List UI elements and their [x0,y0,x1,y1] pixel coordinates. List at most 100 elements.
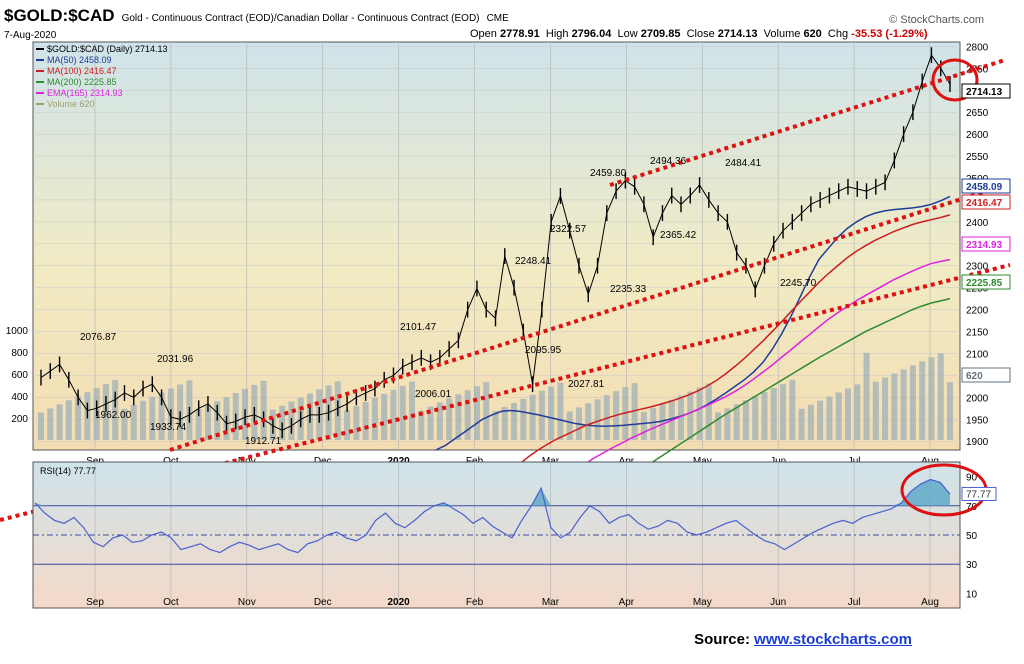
price-tag-box [961,274,1011,290]
price-annotation: 2365.42 [660,230,697,241]
high-value: 2796.04 [571,28,612,40]
rsi-x-tick-label: Jul [848,597,861,608]
price-tag-box [961,178,1011,194]
price-annotation: 2095.95 [525,345,562,356]
chart-date: 7-Aug-2020 [4,30,57,41]
volume-bar [399,385,406,440]
volume-bar [947,382,953,440]
volume-value: 620 [803,28,822,40]
rsi-x-tick-label: 2020 [388,597,411,608]
volume-bar [780,383,787,440]
volume-bar [882,377,889,440]
brand-label[interactable]: © StockCharts.com [889,14,984,26]
chart-header: $GOLD:$CAD Gold - Continuous Contract (E… [4,6,509,26]
price-annotation: 2245.70 [780,278,817,289]
volume-bar [511,402,518,440]
volume-bar [640,411,647,440]
price-annotation: 2006.01 [415,389,452,400]
volume-bar [761,392,768,440]
y-tick-label: 1900 [966,437,989,448]
main-plot: SepOctNovDec2020FebMarAprMayJunJulAug190… [0,41,1011,530]
volume-bar [130,404,137,440]
volume-bar [696,387,703,440]
volume-bar [844,388,851,440]
volume-bar [826,396,833,440]
volume-tick-label: 800 [11,348,28,359]
price-annotation: 2484.41 [725,158,762,169]
volume-bar [140,400,147,440]
y-tick-label: 2200 [966,306,989,317]
trendline-lower [0,263,1011,522]
volume-bar [919,361,926,440]
price-tag-box [961,367,1011,383]
price-tag-box [961,236,1011,252]
volume-bar [687,391,694,440]
volume-bar [900,369,907,440]
volume-bar [752,396,759,440]
rsi-x-tick-label: Aug [921,597,939,608]
volume-bar [566,411,573,440]
volume-bar [650,407,657,440]
close-label: Close [686,28,715,40]
volume-bar [464,390,471,440]
y-tick-label: 2800 [966,42,989,53]
volume-bar [807,404,814,440]
trendline-upper [609,58,1006,187]
source-link[interactable]: www.stockcharts.com [754,631,912,648]
price-tag-label: 620 [966,371,983,382]
rsi-x-tick-label: Feb [466,597,484,608]
volume-bar [121,408,128,440]
legend-entry: EMA(165) 2314.93 [47,88,123,98]
volume-bar [455,394,462,440]
price-tag-label: 2314.93 [966,240,1003,251]
volume-bar [659,403,666,440]
rsi-y-tick-label: 30 [966,560,978,571]
volume-bar [38,412,44,440]
volume-bar [520,398,527,440]
volume-bar [733,404,740,440]
close-value: 2714.13 [717,28,758,40]
price-annotation: 2027.81 [568,379,605,390]
y-tick-label: 2600 [966,130,989,141]
volume-bar [362,402,369,440]
volume-bar [724,408,731,440]
y-tick-label: 2150 [966,328,989,339]
rsi-y-tick-label: 10 [966,589,978,600]
price-annotation: 1912.71 [245,436,282,447]
open-label: Open [470,28,497,40]
legend-entry: MA(100) 2416.47 [47,66,117,76]
price-chart[interactable]: Sep Oct Nov Dec 2020 Feb Mar Apr May Jun Jul Aug 190… [0,0,1024,620]
rsi-x-tick-label: Nov [238,597,256,608]
volume-bar [344,410,351,440]
low-label: Low [617,28,638,40]
volume-tick-label: 400 [11,392,28,403]
volume-bar [594,399,601,440]
volume-bar [928,357,935,440]
volume-bar [705,383,712,440]
open-value: 2778.91 [499,28,540,40]
volume-bar [195,409,202,440]
price-tag-box [961,83,1011,99]
y-tick-label: 2300 [966,262,989,273]
rsi-legend: RSI(14) 77.77 [40,466,96,476]
source-line: Source: www.stockcharts.com [694,631,912,648]
volume-bar [715,412,722,440]
volume-bar [158,392,165,440]
ma-line-ema165 [554,258,951,486]
volume-bar [390,389,397,440]
low-value: 2709.85 [640,28,681,40]
exchange: CME [486,13,509,24]
volume-bar [483,382,490,440]
price-tag-label: 2225.85 [966,278,1003,289]
volume-bar [631,383,638,440]
y-tick-label: 2000 [966,393,989,404]
volume-bar [149,396,156,440]
rsi-y-tick-label: 90 [966,473,978,484]
volume-bar [381,393,388,440]
legend-entry: MA(200) 2225.85 [47,77,117,87]
volume-bar [473,386,480,440]
volume-bar [427,406,434,440]
volume-tick-label: 1000 [6,326,29,337]
volume-bar [863,352,870,440]
ma-line-ma100 [472,214,951,508]
